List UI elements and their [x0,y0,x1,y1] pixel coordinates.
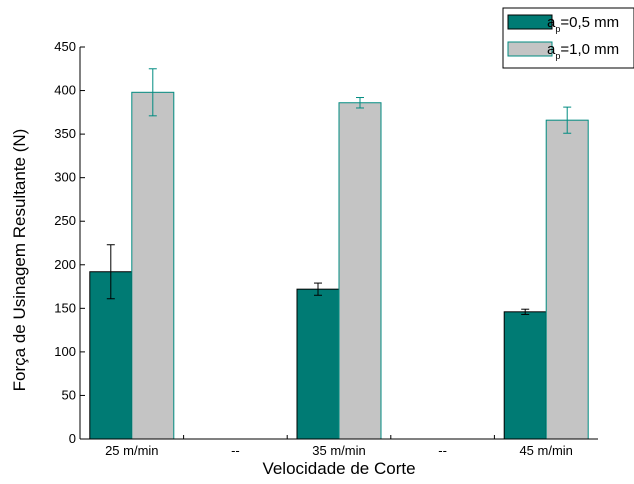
bar-series2-35mmin [338,102,382,440]
x-tick-label: 35 m/min [312,443,365,458]
x-axis-label: Velocidade de Corte [262,459,415,478]
legend-swatch-series2 [507,41,553,57]
y-tick-label: 100 [54,344,76,359]
bar-series1-25mmin [89,271,133,440]
x-tick-label: 25 m/min [105,443,158,458]
x-tick-label: -- [231,443,240,458]
bar-series1-45mmin [503,311,547,440]
y-tick-label: 50 [62,387,76,402]
y-tick-label: 300 [54,170,76,185]
x-ticks: 25 m/min -- 35 m/min -- 45 m/min [79,435,573,458]
bar-series1-35mmin [296,288,340,440]
y-tick-label: 350 [54,126,76,141]
y-tick-label: 400 [54,83,76,98]
error-bars-layer [106,68,572,315]
legend-label-series1: ap=0,5 mm [547,14,619,34]
bar-series2-45mmin [545,119,589,440]
y-tick-label: 150 [54,300,76,315]
bars-layer [89,91,589,440]
y-ticks: 0 50 100 150 200 250 300 350 400 450 [54,39,85,446]
legend-swatch-series1 [507,14,553,30]
y-tick-label: 200 [54,257,76,272]
x-tick-label: 45 m/min [519,443,572,458]
legend: ap=0,5 mm ap=1,0 mm [502,7,634,69]
y-axis-label: Força de Usinagem Resultante (N) [10,129,29,392]
y-tick-label: 0 [69,431,76,446]
bar-series2-25mmin [131,91,175,440]
legend-label-series2: ap=1,0 mm [547,41,619,61]
x-tick-label: -- [438,443,447,458]
y-tick-label: 450 [54,39,76,54]
y-tick-label: 250 [54,213,76,228]
